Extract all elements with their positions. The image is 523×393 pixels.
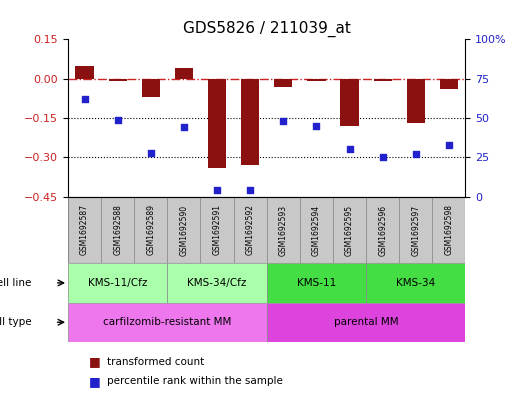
Text: transformed count: transformed count <box>107 356 204 367</box>
Bar <box>75 66 94 79</box>
Text: GSM1692594: GSM1692594 <box>312 204 321 255</box>
Text: percentile rank within the sample: percentile rank within the sample <box>107 376 283 386</box>
Text: KMS-11/Cfz: KMS-11/Cfz <box>88 278 147 288</box>
Text: GSM1692587: GSM1692587 <box>80 204 89 255</box>
Text: cell line: cell line <box>0 278 31 288</box>
Bar <box>241 79 259 165</box>
Bar <box>267 263 366 303</box>
Text: GSM1692590: GSM1692590 <box>179 204 188 255</box>
Text: GSM1692597: GSM1692597 <box>411 204 420 255</box>
Text: GSM1692595: GSM1692595 <box>345 204 354 255</box>
Bar <box>373 79 392 81</box>
Text: KMS-34: KMS-34 <box>396 278 436 288</box>
Bar <box>200 196 234 263</box>
Bar <box>366 263 465 303</box>
Text: KMS-11: KMS-11 <box>297 278 336 288</box>
Point <box>146 149 155 156</box>
Bar <box>274 79 292 86</box>
Text: cell type: cell type <box>0 317 31 327</box>
Point <box>180 124 188 130</box>
Bar <box>167 263 267 303</box>
Text: GSM1692589: GSM1692589 <box>146 204 155 255</box>
Bar <box>308 79 325 81</box>
Point <box>113 116 122 123</box>
Bar <box>340 79 359 126</box>
Text: parental MM: parental MM <box>334 317 399 327</box>
Bar <box>142 79 160 97</box>
Text: GSM1692596: GSM1692596 <box>378 204 387 255</box>
Point <box>213 187 221 193</box>
Bar <box>208 79 226 168</box>
Bar <box>433 196 465 263</box>
Bar <box>109 79 127 81</box>
Bar <box>167 196 200 263</box>
Text: KMS-34/Cfz: KMS-34/Cfz <box>187 278 247 288</box>
Text: GSM1692592: GSM1692592 <box>246 204 255 255</box>
Bar <box>407 79 425 123</box>
Point <box>345 146 354 152</box>
Bar <box>68 303 267 342</box>
Text: carfilzomib-resistant MM: carfilzomib-resistant MM <box>103 317 232 327</box>
Point <box>445 141 453 148</box>
Point <box>279 118 288 124</box>
Point <box>81 96 89 102</box>
Point <box>246 187 254 193</box>
Bar <box>399 196 433 263</box>
Text: GSM1692593: GSM1692593 <box>279 204 288 255</box>
Bar <box>101 196 134 263</box>
Bar <box>234 196 267 263</box>
Bar <box>68 196 101 263</box>
Bar <box>68 263 167 303</box>
Text: GSM1692591: GSM1692591 <box>212 204 222 255</box>
Bar <box>300 196 333 263</box>
Text: ■: ■ <box>89 355 100 368</box>
Text: GSM1692598: GSM1692598 <box>445 204 453 255</box>
Text: GSM1692588: GSM1692588 <box>113 204 122 255</box>
Bar <box>175 68 193 79</box>
Bar <box>333 196 366 263</box>
Bar <box>267 196 300 263</box>
Text: ■: ■ <box>89 375 100 388</box>
Bar <box>366 196 399 263</box>
Bar <box>440 79 458 89</box>
Bar <box>267 303 465 342</box>
Bar <box>134 196 167 263</box>
Point <box>379 154 387 160</box>
Point <box>412 151 420 157</box>
Title: GDS5826 / 211039_at: GDS5826 / 211039_at <box>183 20 350 37</box>
Point <box>312 123 321 129</box>
